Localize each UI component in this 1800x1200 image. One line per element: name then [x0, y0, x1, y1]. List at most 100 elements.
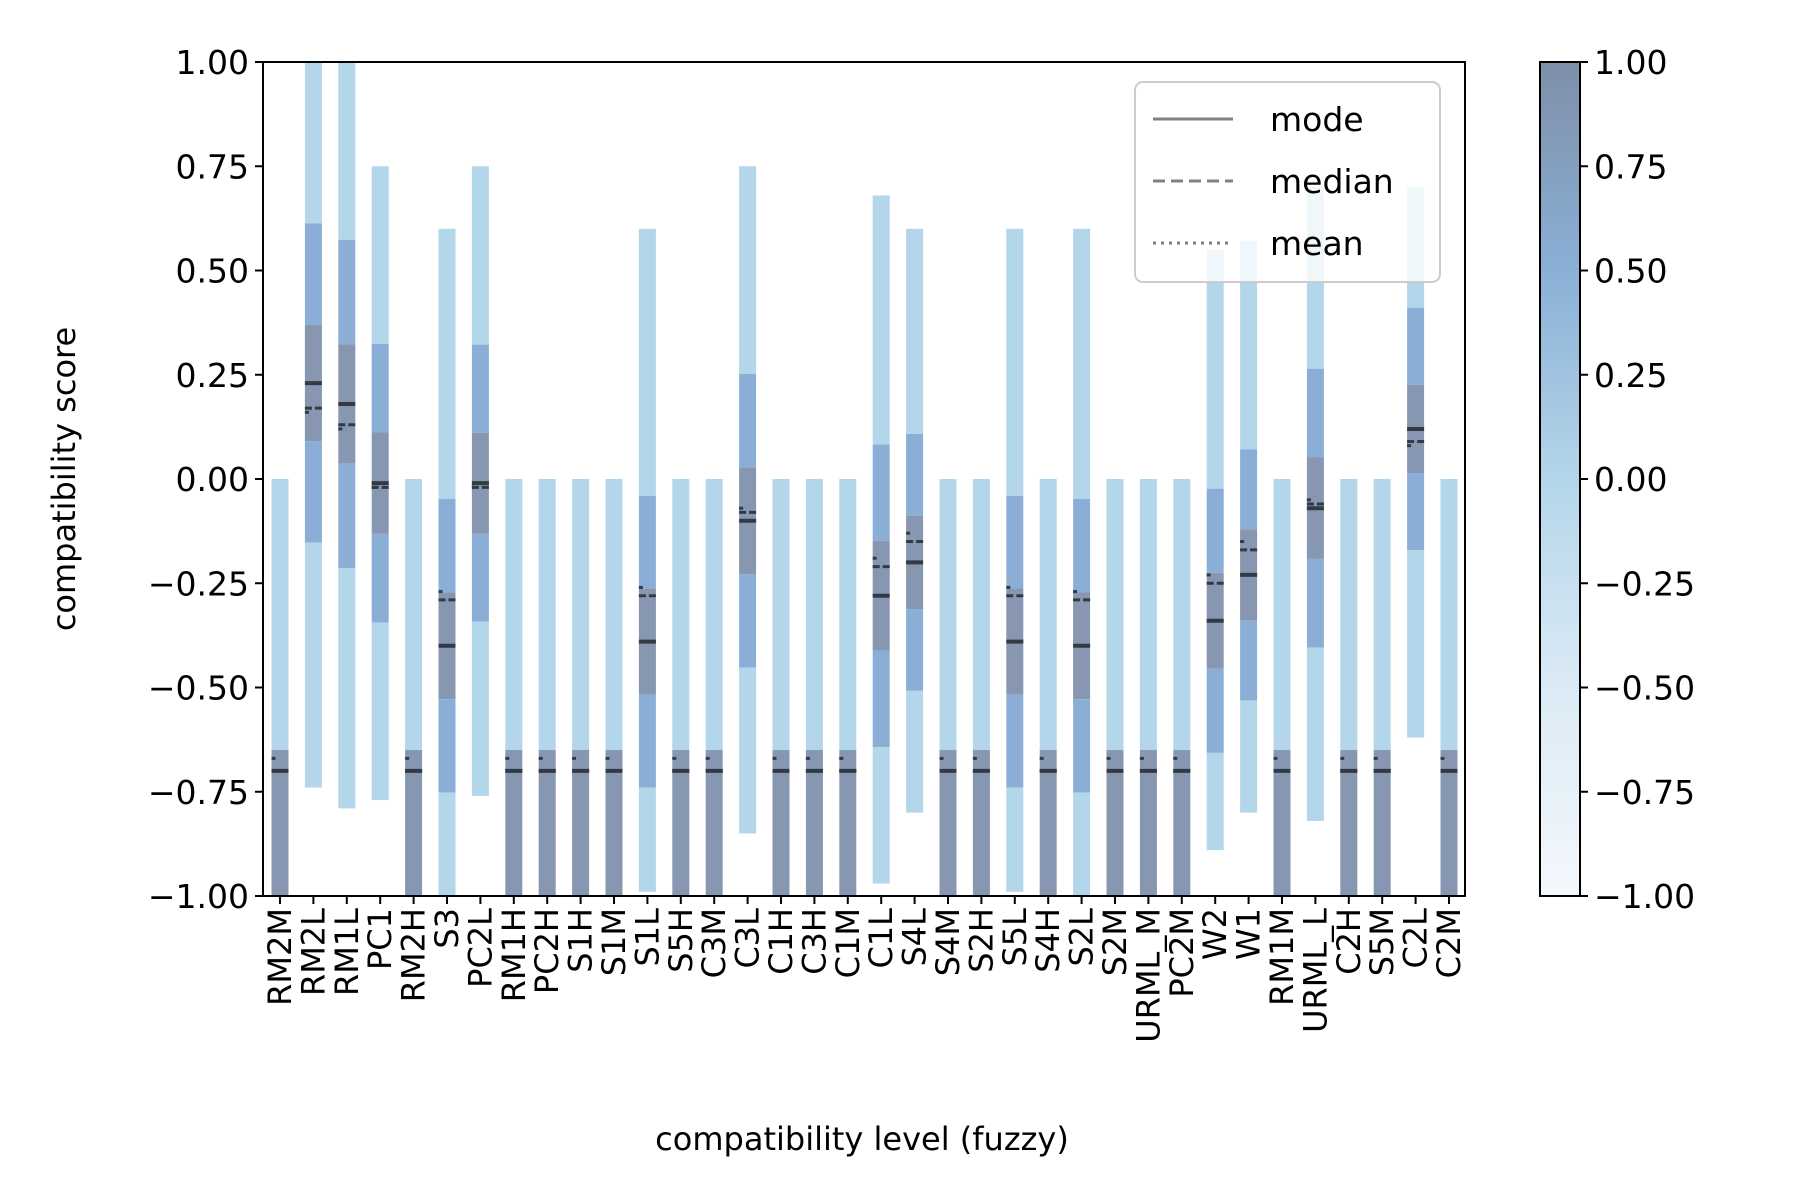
- colorbar-tick-label: 1.00: [1594, 43, 1667, 82]
- bar-segment-3: [872, 650, 890, 748]
- bar-PC2L: [471, 166, 489, 796]
- bar-segment-1: [304, 223, 322, 326]
- x-tick-label: RM1H: [495, 908, 533, 1002]
- y-tick-label: 0.75: [176, 147, 249, 186]
- bar-segment-light: [538, 479, 556, 751]
- bar-segment-3: [1073, 699, 1091, 793]
- bar-RM1M: [1273, 479, 1291, 896]
- bar-segment-3: [438, 699, 456, 793]
- bar-segment-dark: [1106, 750, 1124, 896]
- bar-segment-light: [1039, 479, 1057, 751]
- bar-RM2M: [271, 479, 289, 896]
- bar-segment-light: [805, 479, 823, 751]
- y-tick-label: 0.25: [176, 356, 249, 395]
- bar-S1M: [605, 479, 623, 896]
- bar-segment-dark: [1440, 750, 1458, 896]
- x-axis: RM2MRM2LRM1LPC1RM2HS3PC2LRM1HPC2HS1HS1MS…: [261, 896, 1468, 1043]
- x-tick-label: PC2H: [528, 908, 566, 994]
- bar-segment-light: [505, 479, 523, 751]
- y-axis-label: compatibility score: [45, 327, 83, 631]
- bar-segment-0: [906, 228, 924, 434]
- bar-C1H: [772, 479, 790, 896]
- bar-PC2H: [538, 479, 556, 896]
- bar-segment-light: [1139, 479, 1157, 751]
- x-tick-label: S2H: [962, 908, 1000, 973]
- bar-segment-dark: [1373, 750, 1391, 896]
- x-tick-label: S5M: [1363, 908, 1401, 976]
- x-tick-label: C2M: [1430, 908, 1468, 978]
- bar-segment-light: [271, 479, 289, 751]
- bar-segment-0: [872, 195, 890, 445]
- x-tick-label: C2H: [1330, 908, 1368, 975]
- bar-segment-1: [438, 499, 456, 593]
- colorbar-tick-label: −0.75: [1594, 773, 1695, 812]
- bar-segment-3: [1407, 472, 1425, 551]
- bar-segment-dark: [505, 750, 523, 896]
- bar-S4H: [1039, 479, 1057, 896]
- bar-W1: [1240, 241, 1258, 813]
- bar-segment-dark: [1340, 750, 1358, 896]
- bar-segment-3: [739, 574, 757, 668]
- x-tick-label: S3: [428, 908, 466, 949]
- bar-segment-dark: [538, 750, 556, 896]
- bar-segment-0: [638, 228, 656, 496]
- bar-RM1H: [505, 479, 523, 896]
- bar-segment-light: [1440, 479, 1458, 751]
- bar-segment-3: [1306, 558, 1324, 648]
- y-tick-label: −0.50: [148, 669, 249, 708]
- colorbar-tick-label: 0.50: [1594, 252, 1667, 291]
- bar-segment-dark: [672, 750, 690, 896]
- x-tick-label: RM1L: [328, 908, 366, 996]
- bar-segment-dark: [572, 750, 590, 896]
- bars-layer: [271, 62, 1458, 896]
- stats-layer: [271, 381, 1458, 773]
- bar-segment-light: [972, 479, 990, 751]
- bar-segment-1: [1306, 368, 1324, 458]
- bar-C2M: [1440, 479, 1458, 896]
- colorbar-tick-label: 0.75: [1594, 147, 1667, 186]
- bar-segment-light: [839, 479, 857, 751]
- bar-segment-0: [438, 228, 456, 500]
- bar-segment-dark: [605, 750, 623, 896]
- bar-segment-4: [471, 621, 489, 796]
- bar-segment-light: [405, 479, 423, 751]
- bar-segment-0: [1206, 249, 1224, 489]
- x-axis-label: compatibility level (fuzzy): [655, 1120, 1069, 1158]
- y-tick-label: −1.00: [148, 877, 249, 916]
- bar-segment-dark: [972, 750, 990, 896]
- x-tick-label: RM2L: [294, 908, 332, 996]
- bar-S5L: [1006, 228, 1024, 892]
- bar-segment-1: [1407, 307, 1425, 385]
- bar-S4M: [939, 479, 957, 896]
- legend-mean-label: mean: [1270, 224, 1364, 263]
- bar-segment-dark: [939, 750, 957, 896]
- bar-segment-4: [1073, 792, 1091, 896]
- bar-segment-dark: [772, 750, 790, 896]
- bar-C1M: [839, 479, 857, 896]
- bar-segment-light: [605, 479, 623, 751]
- bar-segment-3: [906, 609, 924, 691]
- bar-segment-dark: [1173, 750, 1191, 896]
- bar-segment-4: [371, 622, 389, 801]
- x-tick-label: RM1M: [1263, 908, 1301, 1006]
- colorbar: 1.00 0.75 0.50 0.25 0.00 −0.25 −0.50 −0.75 −1.00: [1539, 43, 1695, 916]
- bar-segment-3: [1206, 668, 1224, 753]
- x-tick-label: PC1: [361, 908, 399, 970]
- x-tick-label: S4H: [1029, 908, 1067, 973]
- x-tick-label: C1H: [762, 908, 800, 975]
- bar-segment-4: [304, 542, 322, 788]
- x-tick-label: URML_L: [1296, 908, 1334, 1033]
- bar-segment-light: [1173, 479, 1191, 751]
- x-tick-label: URML_M: [1129, 908, 1167, 1043]
- legend-median-label: median: [1270, 162, 1394, 201]
- colorbar-tick-label: −1.00: [1594, 877, 1695, 916]
- bar-segment-4: [1407, 550, 1425, 738]
- bar-segment-1: [471, 344, 489, 433]
- bar-segment-0: [338, 62, 356, 240]
- bar-S1L: [638, 228, 656, 892]
- x-tick-label: C2L: [1397, 908, 1435, 969]
- bar-segment-1: [1073, 499, 1091, 593]
- bar-S3: [438, 228, 456, 896]
- bar-C3M: [705, 479, 723, 896]
- x-tick-label: RM2H: [395, 908, 433, 1002]
